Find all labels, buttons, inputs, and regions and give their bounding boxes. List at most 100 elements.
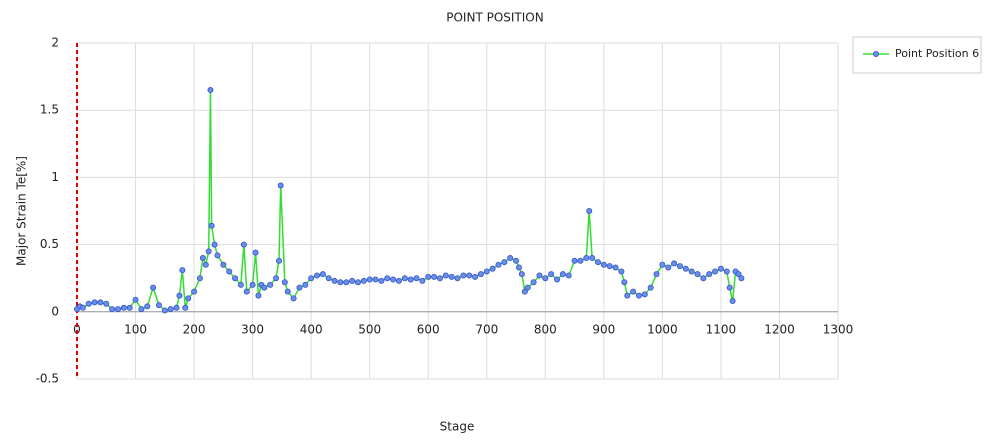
data-point (182, 304, 189, 311)
data-point (314, 272, 321, 279)
data-point (518, 271, 525, 278)
data-point (240, 241, 247, 248)
data-point (612, 264, 619, 271)
x-tick-label: 900 (592, 322, 615, 336)
data-point (477, 271, 484, 278)
data-point (621, 279, 628, 286)
data-point (243, 288, 250, 295)
data-point (232, 275, 239, 282)
data-point (205, 248, 212, 255)
data-point (548, 271, 555, 278)
data-point (275, 257, 282, 264)
data-point (589, 255, 596, 262)
y-axis-label: Major Strain Te[%] (15, 156, 29, 266)
data-point (267, 281, 274, 288)
data-point (436, 275, 443, 282)
data-point (472, 273, 479, 280)
data-point (132, 296, 139, 303)
data-point (161, 307, 168, 314)
data-point (199, 255, 206, 262)
data-point (594, 259, 601, 266)
data-point (220, 261, 227, 268)
y-tick-label: 1.5 (40, 103, 59, 117)
data-point (723, 268, 730, 275)
data-point (179, 267, 186, 274)
data-point (682, 265, 689, 272)
x-tick-label: 1200 (764, 322, 795, 336)
data-point (155, 302, 162, 309)
y-tick-label: 1 (51, 170, 59, 184)
data-point (706, 271, 713, 278)
data-point (185, 295, 192, 302)
data-point (466, 272, 473, 279)
data-point (214, 252, 221, 259)
data-point (308, 275, 315, 282)
data-point (277, 182, 284, 189)
data-point (729, 298, 736, 305)
data-point (302, 281, 309, 288)
data-point (738, 275, 745, 282)
data-point (586, 207, 593, 214)
data-point (337, 279, 344, 286)
data-point (419, 277, 426, 284)
data-point (255, 292, 262, 299)
data-point (395, 277, 402, 284)
data-point (349, 277, 356, 284)
data-point (495, 261, 502, 268)
data-point (211, 241, 218, 248)
data-point (343, 279, 350, 286)
data-point (273, 275, 280, 282)
data-point (378, 277, 385, 284)
y-tick-label: 0 (51, 304, 59, 318)
x-tick-label: 300 (241, 322, 264, 336)
data-point (700, 275, 707, 282)
data-point (425, 273, 432, 280)
data-point (530, 279, 537, 286)
data-point (554, 276, 561, 283)
data-point (249, 281, 256, 288)
data-point (144, 303, 151, 310)
data-point (103, 300, 110, 307)
data-point (431, 273, 438, 280)
data-point (296, 284, 303, 291)
x-tick-label: 1000 (647, 322, 678, 336)
data-point (600, 261, 607, 268)
data-point (694, 271, 701, 278)
data-point (448, 273, 455, 280)
data-point (97, 299, 104, 306)
data-point (630, 288, 637, 295)
data-point (717, 265, 724, 272)
data-point (173, 304, 180, 311)
data-point (252, 249, 259, 256)
data-point (676, 263, 683, 270)
data-point (536, 272, 543, 279)
data-point (442, 272, 449, 279)
data-point (653, 271, 660, 278)
data-point (565, 272, 572, 279)
data-point (237, 281, 244, 288)
data-point (618, 268, 625, 275)
data-point (208, 222, 215, 229)
x-axis-label: Stage (440, 420, 475, 434)
data-point (284, 288, 291, 295)
data-point (483, 268, 490, 275)
y-tick-label: 0.5 (40, 237, 59, 251)
x-tick-label: 200 (183, 322, 206, 336)
data-point (261, 284, 268, 291)
data-point (524, 284, 531, 291)
data-point (167, 306, 174, 313)
data-point (413, 275, 420, 282)
x-tick-label: 700 (475, 322, 498, 336)
data-point (659, 261, 666, 268)
data-point (79, 304, 86, 311)
x-tick-label: 1300 (823, 322, 854, 336)
y-tick-label: 2 (51, 36, 59, 50)
data-point (647, 284, 654, 291)
data-point (712, 268, 719, 275)
x-tick-label: 400 (300, 322, 323, 336)
data-point (507, 255, 514, 262)
data-point (331, 277, 338, 284)
data-point (606, 263, 613, 270)
y-tick-label: -0.5 (36, 372, 59, 386)
data-point (202, 261, 209, 268)
